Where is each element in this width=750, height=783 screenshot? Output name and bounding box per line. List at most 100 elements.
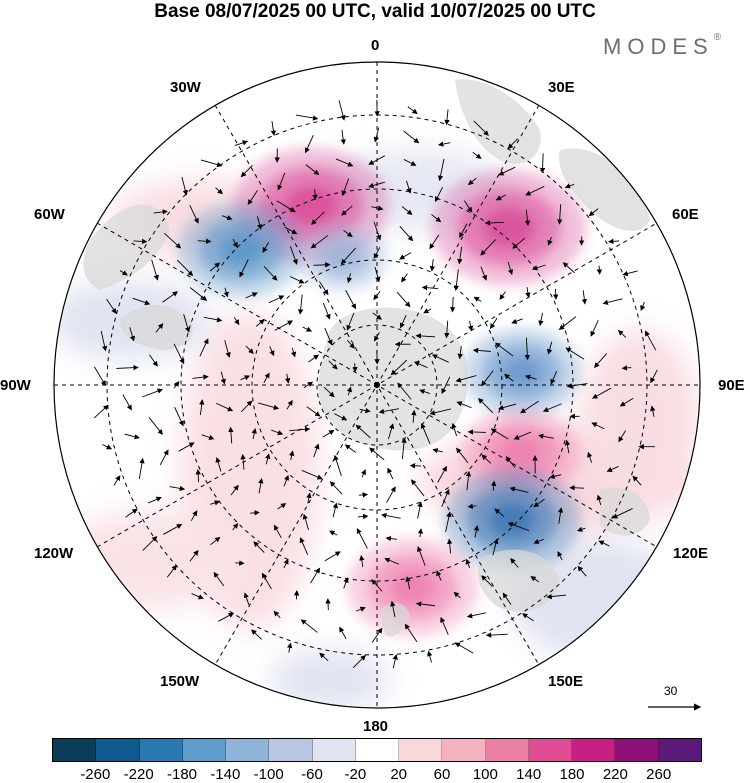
wind-vector <box>276 200 296 213</box>
wind-vector <box>390 600 396 618</box>
colorbar-segment <box>53 739 97 761</box>
wind-vector <box>481 575 493 587</box>
wind-vector <box>240 400 253 412</box>
wind-vector <box>437 465 447 483</box>
wind-vector <box>371 627 383 643</box>
colorbar-tick-label: 100 <box>472 766 498 783</box>
wind-vector <box>287 642 293 653</box>
wind-vector <box>577 565 587 577</box>
wind-vector <box>480 266 487 281</box>
wind-vector <box>263 266 278 281</box>
lon-label-90w: 90W <box>0 377 31 394</box>
wind-vector <box>243 592 250 605</box>
wind-vector <box>617 329 627 338</box>
anomaly-center <box>502 357 542 388</box>
wind-vector <box>274 320 293 331</box>
colorbar-segment <box>658 739 701 761</box>
wind-vector <box>466 612 486 619</box>
wind-vector <box>481 370 494 387</box>
wind-vector <box>429 234 440 250</box>
colorbar-segment <box>572 739 616 761</box>
wind-vector <box>427 650 433 663</box>
wind-vector <box>542 403 562 412</box>
wind-vector <box>596 265 603 275</box>
wind-vector <box>524 374 537 380</box>
colorbar-tick-label: -20 <box>344 766 367 783</box>
wind-vector <box>371 205 384 211</box>
wind-vector <box>456 447 469 464</box>
wind-vector <box>650 369 658 384</box>
south-pole-marker <box>374 382 380 388</box>
wind-vector <box>343 577 349 589</box>
colorbar-segment <box>96 739 140 761</box>
wind-vector <box>472 347 491 354</box>
wind-vector <box>431 214 442 223</box>
wind-vector <box>210 500 221 506</box>
wind-vector <box>306 406 321 417</box>
colorbar-tick-label: -220 <box>123 766 154 783</box>
wind-vector <box>359 492 369 498</box>
brand-text: MODES <box>603 34 714 59</box>
colorbar-tick-label: 20 <box>390 766 407 783</box>
wind-vector <box>429 259 436 272</box>
wind-vector <box>283 558 289 569</box>
wind-vector <box>289 426 311 433</box>
wind-vector <box>308 354 320 363</box>
wind-vector <box>273 524 282 539</box>
wind-vector <box>509 486 529 493</box>
wind-vector <box>415 601 436 607</box>
reference-vector-arrow <box>648 703 702 711</box>
wind-vector <box>465 558 471 568</box>
wind-vector <box>369 447 385 461</box>
wind-vector <box>301 470 323 480</box>
wind-vector <box>619 397 634 407</box>
wind-vector <box>159 449 169 466</box>
wind-vector <box>178 442 195 452</box>
wind-vector <box>553 288 559 300</box>
wind-vector <box>525 186 545 196</box>
wind-vector <box>456 401 472 409</box>
wind-vector <box>507 261 514 276</box>
wind-vector <box>319 281 329 296</box>
wind-vector <box>457 246 463 265</box>
wind-vector <box>490 317 498 330</box>
wind-vector <box>199 338 209 357</box>
wind-vector <box>360 469 366 478</box>
wind-vector <box>164 232 182 249</box>
wind-vector <box>498 166 516 176</box>
wind-vector <box>343 230 353 238</box>
wind-vector <box>481 454 492 464</box>
wind-vector <box>419 389 431 395</box>
wind-vector <box>174 407 184 427</box>
wind-vector <box>417 528 424 538</box>
wind-vector <box>313 443 320 458</box>
colorbar-segment <box>485 739 529 761</box>
colorbar-segment <box>312 739 356 761</box>
wind-vector <box>332 502 339 518</box>
colorbar-segment <box>528 739 573 761</box>
wind-vectors <box>93 99 658 669</box>
wind-vector <box>459 223 468 238</box>
colorbar-tick-label: -260 <box>80 766 111 783</box>
wind-vector <box>403 159 417 166</box>
wind-vector <box>341 178 350 197</box>
wind-vector <box>284 373 291 384</box>
wind-vector <box>445 511 452 533</box>
wind-vector <box>480 239 496 256</box>
wind-vector <box>149 354 158 367</box>
wind-vector <box>591 422 605 430</box>
wind-vector <box>263 372 270 384</box>
wind-vector <box>530 576 540 583</box>
wind-vector <box>125 508 138 518</box>
wind-vector <box>429 408 452 416</box>
wind-vector <box>444 109 450 126</box>
wind-vector <box>576 526 586 532</box>
wind-vector <box>437 158 445 182</box>
wind-vector <box>325 598 331 611</box>
wind-vector <box>113 475 121 486</box>
wind-vector <box>569 485 585 491</box>
wind-vector <box>151 259 159 281</box>
wind-vector <box>215 187 224 195</box>
wind-vector <box>247 190 258 206</box>
wind-vector <box>522 613 534 622</box>
